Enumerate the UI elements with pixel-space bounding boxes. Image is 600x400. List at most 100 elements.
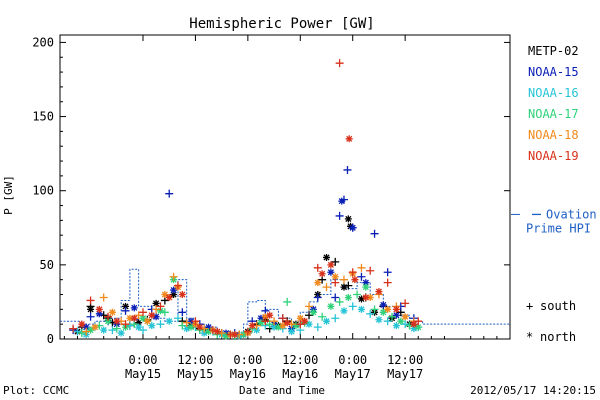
north-point bbox=[323, 317, 331, 325]
north-point bbox=[410, 320, 418, 328]
north-point bbox=[296, 314, 304, 322]
south-point bbox=[331, 293, 340, 302]
north-point bbox=[205, 323, 213, 331]
north-point bbox=[340, 283, 348, 291]
north-point bbox=[148, 322, 156, 330]
south-point bbox=[283, 297, 292, 306]
north-point bbox=[165, 293, 173, 301]
north-point bbox=[178, 291, 186, 299]
south-point bbox=[86, 296, 95, 305]
south-point bbox=[173, 314, 182, 323]
legend-symbol: * bbox=[526, 330, 533, 344]
symbol-legend: + south * north bbox=[526, 299, 576, 344]
north-point bbox=[156, 307, 164, 315]
south-point bbox=[86, 312, 95, 321]
x-tick-date: May17 bbox=[335, 367, 371, 381]
south-point bbox=[139, 326, 148, 335]
chart-title: Hemispheric Power [GW] bbox=[189, 16, 374, 32]
north-point bbox=[95, 305, 103, 313]
x-tick-date: May17 bbox=[387, 367, 423, 381]
north-point bbox=[357, 305, 365, 313]
north-point bbox=[314, 279, 322, 287]
north-point bbox=[113, 317, 121, 325]
north-point bbox=[351, 276, 359, 284]
legend-symbol-label: north bbox=[540, 330, 576, 344]
north-point bbox=[122, 302, 130, 310]
north-point bbox=[327, 302, 335, 310]
south-point bbox=[139, 308, 148, 317]
x-tick-time: 12:00 bbox=[177, 353, 213, 367]
north-point bbox=[91, 323, 99, 331]
south-point bbox=[296, 320, 305, 329]
north-point bbox=[231, 331, 239, 339]
ovation-label-line2: Prime HPI bbox=[526, 221, 591, 235]
north-point bbox=[309, 308, 317, 316]
south-point bbox=[191, 317, 200, 326]
south-point bbox=[121, 306, 130, 315]
south-point bbox=[348, 268, 357, 277]
south-point bbox=[370, 305, 379, 314]
north-point bbox=[108, 308, 116, 316]
south-point bbox=[108, 326, 117, 335]
north-point bbox=[375, 316, 383, 324]
south-point bbox=[401, 320, 410, 329]
x-tick-time: 0:00 bbox=[338, 353, 367, 367]
legend: METP-02 NOAA-15 NOAA-16 NOAA-17 NOAA-18 NOAA-… bbox=[528, 44, 579, 163]
south-point bbox=[69, 324, 78, 333]
north-point bbox=[357, 295, 365, 303]
north-point bbox=[170, 286, 178, 294]
south-point bbox=[366, 309, 375, 318]
south-point bbox=[82, 327, 91, 336]
north-point bbox=[340, 307, 348, 315]
south-point bbox=[99, 293, 108, 302]
north-point bbox=[239, 331, 247, 339]
north-point bbox=[104, 317, 112, 325]
north-point bbox=[345, 135, 353, 143]
north-point bbox=[379, 301, 387, 309]
north-point bbox=[222, 332, 230, 340]
y-tick-label: 200 bbox=[32, 35, 54, 49]
x-tick-date: May15 bbox=[125, 367, 161, 381]
south-point bbox=[357, 263, 366, 272]
south-point bbox=[331, 278, 340, 287]
south-point bbox=[182, 318, 191, 327]
south-point bbox=[331, 314, 340, 323]
north-point bbox=[392, 322, 400, 330]
south-point bbox=[370, 229, 379, 238]
south-point bbox=[156, 302, 165, 311]
north-point bbox=[100, 326, 108, 334]
south-point bbox=[348, 302, 357, 311]
north-point bbox=[213, 328, 221, 336]
north-point bbox=[130, 314, 138, 322]
north-point bbox=[283, 319, 291, 327]
north-point bbox=[152, 313, 160, 321]
north-point bbox=[366, 293, 374, 301]
south-point bbox=[383, 268, 392, 277]
x-tick-time: 12:00 bbox=[387, 353, 423, 367]
north-point bbox=[327, 261, 335, 269]
north-point bbox=[379, 308, 387, 316]
south-point bbox=[353, 290, 362, 299]
north-point bbox=[257, 314, 265, 322]
y-tick-label: 100 bbox=[32, 184, 54, 198]
south-point bbox=[339, 275, 348, 284]
south-point bbox=[322, 283, 331, 292]
north-point bbox=[397, 317, 405, 325]
north-point bbox=[87, 305, 95, 313]
south-point bbox=[104, 312, 113, 321]
south-point bbox=[313, 263, 322, 272]
north-point bbox=[95, 310, 103, 318]
north-point bbox=[305, 320, 313, 328]
x-tick-time: 0:00 bbox=[129, 353, 158, 367]
north-point bbox=[196, 323, 204, 331]
north-point bbox=[139, 314, 147, 322]
north-point bbox=[292, 322, 300, 330]
north-point bbox=[323, 253, 331, 261]
north-point bbox=[143, 317, 151, 325]
axis-ticks: 0501001502000:00May1512:00May150:00May16… bbox=[32, 35, 510, 381]
ovation-legend: Ovation Prime HPI bbox=[511, 207, 597, 235]
legend-entry: NOAA-18 bbox=[528, 128, 579, 142]
south-point bbox=[335, 297, 344, 306]
north-point bbox=[384, 305, 392, 313]
north-point bbox=[392, 311, 400, 319]
